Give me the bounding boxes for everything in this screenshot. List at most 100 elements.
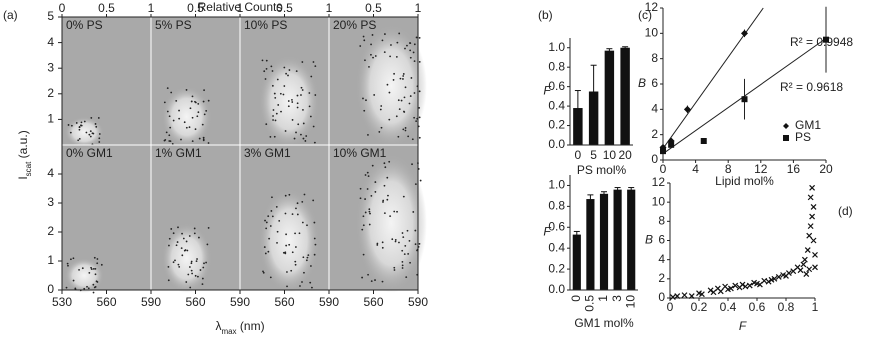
x-tick-label: 1: [812, 300, 819, 314]
density-dot: [188, 266, 191, 268]
density-dot: [193, 227, 196, 230]
density-dot: [294, 232, 296, 235]
density-dot: [378, 131, 381, 133]
axes: [569, 38, 633, 146]
point: [810, 204, 817, 210]
y-tick-label: 0.6: [548, 219, 565, 233]
density-dot: [418, 116, 421, 119]
density-dot: [398, 241, 400, 244]
density-dot: [396, 41, 399, 44]
density-dot: [394, 238, 397, 241]
density-dot: [418, 136, 421, 139]
y-tick-label: 1: [47, 253, 54, 267]
x-tick-label: 560: [185, 295, 205, 309]
density-dot: [368, 65, 370, 68]
density-dot: [387, 194, 389, 197]
density-blob: [258, 188, 320, 293]
density-dot: [285, 72, 288, 75]
density-dot: [370, 43, 372, 46]
density-dot: [313, 253, 316, 256]
density-dot: [402, 78, 404, 80]
density-dot: [308, 92, 311, 94]
density-dot: [393, 72, 395, 75]
bar: [613, 189, 622, 290]
density-dot: [265, 227, 268, 230]
panel-label: (d): [838, 204, 853, 218]
y-tick-label: 0.8: [548, 199, 565, 213]
density-dot: [164, 138, 167, 141]
density-dot: [314, 243, 317, 246]
density-dot: [294, 246, 297, 248]
density-dot: [287, 100, 290, 102]
density-dot: [393, 266, 396, 269]
panel-name: 0% GM1: [66, 146, 113, 160]
y-tick-label: 12: [645, 0, 659, 14]
point: [771, 275, 778, 282]
density-dot: [302, 137, 305, 140]
y-axis-label: B: [638, 76, 646, 90]
y-tick-label: 3: [47, 195, 54, 209]
density-dot: [397, 99, 400, 102]
density-dot: [175, 99, 178, 102]
density-dot: [305, 259, 308, 262]
density-dot: [374, 181, 377, 183]
density-dot: [94, 268, 97, 270]
density-dot: [401, 264, 404, 267]
point: [812, 264, 818, 271]
panel-label: (a): [3, 8, 18, 22]
y-tick-label: 0.8: [548, 59, 565, 73]
y-tick-label: 0.6: [548, 79, 565, 93]
density-dot: [403, 96, 406, 99]
density-dot: [198, 236, 200, 239]
density-dot: [168, 244, 170, 247]
y-tick-label: 12: [652, 175, 666, 189]
density-dot: [302, 256, 305, 259]
density-dot: [366, 171, 369, 174]
density-dot: [172, 261, 175, 264]
y-axis-label-sub: scat: [24, 161, 33, 176]
panel-name: 5% PS: [155, 18, 192, 32]
density-dot: [201, 277, 204, 280]
point: [785, 270, 792, 277]
density-dot: [303, 271, 305, 274]
density-dot: [95, 280, 98, 283]
x-tick-label: 0.8: [778, 300, 795, 314]
point: [727, 285, 734, 292]
density-dot: [296, 94, 299, 97]
density-dot: [414, 243, 417, 246]
density-dot: [270, 65, 273, 68]
density-dot: [185, 240, 188, 243]
point: [660, 148, 666, 155]
density-dot: [409, 261, 411, 264]
point: [800, 261, 807, 268]
density-dot: [374, 279, 376, 281]
density-dot: [67, 264, 69, 267]
density-dot: [195, 260, 198, 263]
density-dot: [66, 262, 69, 265]
density-dot: [263, 246, 266, 248]
density-dot: [92, 268, 95, 270]
density-dot: [92, 291, 95, 294]
density-dot: [178, 109, 180, 112]
density-dot: [78, 128, 81, 131]
density-dot: [276, 230, 279, 233]
density-dot: [407, 252, 410, 255]
density-dot: [201, 123, 204, 126]
density-dot: [300, 94, 302, 96]
y-tick-label: 0: [651, 152, 658, 166]
y-tick-label: 2: [47, 86, 54, 100]
x-tick-label: 590: [141, 295, 161, 309]
density-dot: [264, 252, 267, 255]
bar: [627, 189, 636, 290]
density-dot: [301, 89, 304, 91]
density-dot: [287, 74, 289, 77]
density-dot: [409, 95, 412, 97]
density-dot: [301, 200, 304, 203]
density-dot: [376, 244, 379, 246]
density-dot: [390, 44, 392, 46]
density-dot: [368, 208, 371, 211]
density-dot: [367, 273, 369, 276]
density-dot: [177, 226, 179, 229]
bar: [604, 50, 615, 145]
density-dot: [404, 86, 407, 89]
